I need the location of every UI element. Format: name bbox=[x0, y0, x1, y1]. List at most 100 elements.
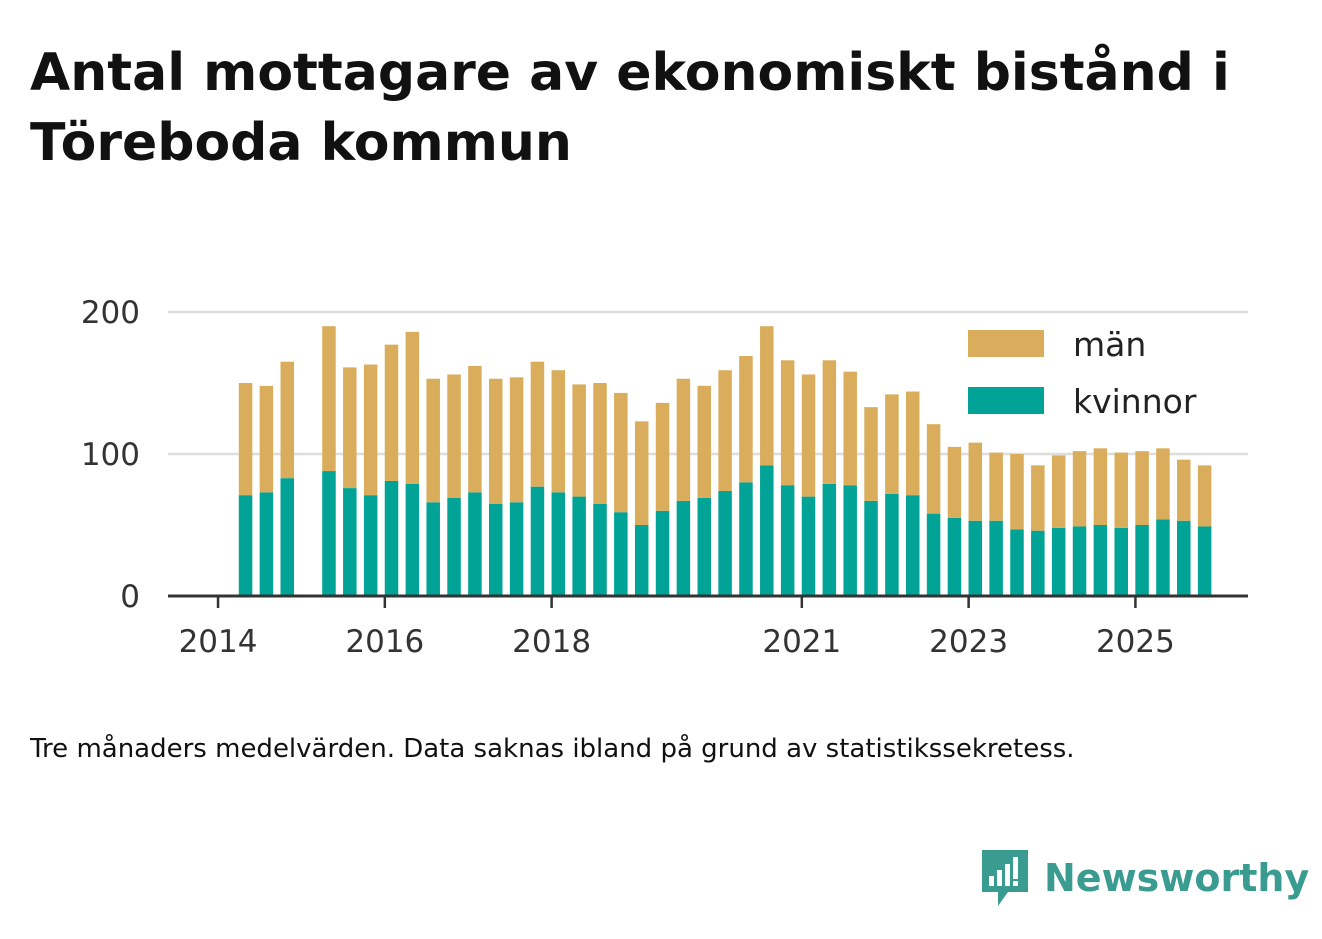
bar-kvinnor bbox=[405, 483, 420, 596]
bar-man bbox=[572, 384, 586, 497]
legend: män kvinnor bbox=[952, 316, 1220, 434]
bar-man bbox=[864, 407, 878, 501]
bar-man bbox=[968, 442, 983, 521]
legend-label: män bbox=[1073, 325, 1146, 364]
bar-kvinnor bbox=[343, 488, 357, 596]
bar-man bbox=[530, 361, 545, 487]
bar-man bbox=[322, 326, 336, 472]
bar-man bbox=[1031, 465, 1045, 531]
bar-kvinnor bbox=[1010, 529, 1024, 596]
bar-man bbox=[280, 361, 295, 479]
bar-kvinnor bbox=[1114, 527, 1128, 596]
bar-man bbox=[843, 371, 857, 486]
brand-name: Newsworthy bbox=[1044, 856, 1310, 900]
bar-kvinnor bbox=[1031, 530, 1045, 596]
bar-kvinnor bbox=[739, 482, 753, 596]
bar-man bbox=[1135, 451, 1149, 525]
x-tick-label: 2025 bbox=[1096, 624, 1175, 660]
footnote: Tre månaders medelvärden. Data saknas ib… bbox=[30, 734, 1075, 764]
bar-man bbox=[384, 344, 399, 481]
x-axis: 2014 2016 2018 2021 2023 2025 bbox=[168, 594, 1248, 660]
bar-man bbox=[593, 383, 607, 504]
newsworthy-logo-icon bbox=[982, 850, 1028, 906]
bar-kvinnor bbox=[760, 465, 774, 596]
bar-man bbox=[1010, 454, 1024, 530]
bar-kvinnor bbox=[530, 486, 545, 596]
bar-man bbox=[1114, 452, 1128, 528]
bar-kvinnor bbox=[718, 490, 732, 596]
bars bbox=[238, 326, 1212, 596]
bar-man bbox=[947, 446, 962, 518]
bar-man bbox=[447, 374, 461, 499]
x-tick-label: 2016 bbox=[345, 624, 424, 660]
bar-kvinnor bbox=[489, 503, 503, 596]
bar-kvinnor bbox=[905, 495, 920, 596]
bar-man bbox=[801, 374, 816, 497]
bar-man bbox=[697, 385, 711, 499]
bar-kvinnor bbox=[1051, 527, 1066, 596]
bar-man bbox=[655, 402, 670, 511]
bar-man bbox=[238, 383, 253, 496]
bar-man bbox=[343, 367, 357, 489]
bar-kvinnor bbox=[363, 495, 378, 596]
bar-kvinnor bbox=[1156, 519, 1170, 596]
bar-kvinnor bbox=[1135, 525, 1149, 596]
bar-man bbox=[905, 391, 920, 496]
bar-kvinnor bbox=[801, 496, 816, 596]
bar-man bbox=[634, 421, 649, 525]
chart-title: Antal mottagare av ekonomiskt bistånd i … bbox=[30, 43, 1230, 173]
bar-kvinnor bbox=[572, 496, 586, 596]
bar-kvinnor bbox=[634, 525, 649, 596]
bar-man bbox=[468, 365, 482, 493]
bar-man bbox=[885, 394, 899, 494]
bar-kvinnor bbox=[426, 502, 440, 596]
bar-kvinnor bbox=[384, 480, 399, 596]
x-tick-label: 2023 bbox=[929, 624, 1008, 660]
legend-swatch bbox=[968, 387, 1044, 414]
bar-kvinnor bbox=[280, 478, 295, 596]
bar-kvinnor bbox=[447, 498, 461, 596]
bar-man bbox=[989, 452, 1003, 521]
bar-man bbox=[489, 378, 503, 504]
y-tick-label: 100 bbox=[81, 437, 140, 473]
bar-kvinnor bbox=[655, 510, 670, 596]
y-axis: 0 100 200 bbox=[81, 295, 140, 615]
bar-man bbox=[1197, 465, 1212, 527]
bar-kvinnor bbox=[593, 503, 607, 596]
bar-kvinnor bbox=[259, 492, 274, 596]
bar-kvinnor bbox=[697, 498, 711, 596]
bar-man bbox=[614, 392, 628, 513]
bar-kvinnor bbox=[926, 513, 941, 596]
bar-kvinnor bbox=[322, 471, 336, 596]
bar-kvinnor bbox=[947, 517, 962, 596]
bar-man bbox=[509, 377, 524, 503]
brand-logo: Newsworthy bbox=[980, 848, 1309, 908]
bar-man bbox=[926, 424, 941, 514]
bar-kvinnor bbox=[780, 485, 795, 596]
bar-kvinnor bbox=[1072, 526, 1087, 596]
x-tick-label: 2014 bbox=[179, 624, 258, 660]
bar-kvinnor bbox=[864, 500, 878, 596]
bar-kvinnor bbox=[1177, 520, 1191, 596]
bar-man bbox=[1051, 455, 1066, 528]
bar-kvinnor bbox=[1197, 526, 1212, 596]
y-tick-label: 0 bbox=[120, 579, 140, 615]
bar-man bbox=[780, 360, 795, 486]
bar-kvinnor bbox=[238, 495, 253, 596]
bar-man bbox=[1093, 448, 1108, 525]
bar-man bbox=[676, 378, 691, 501]
y-tick-label: 200 bbox=[81, 295, 140, 331]
bar-kvinnor bbox=[968, 520, 983, 596]
bar-kvinnor bbox=[614, 512, 628, 596]
bar-man bbox=[760, 326, 774, 466]
bar-man bbox=[739, 356, 753, 483]
bar-kvinnor bbox=[509, 502, 524, 596]
bar-man bbox=[551, 370, 566, 493]
bar-kvinnor bbox=[843, 485, 857, 596]
bar-kvinnor bbox=[676, 500, 691, 596]
bar-kvinnor bbox=[551, 492, 566, 596]
bar-kvinnor bbox=[885, 493, 899, 596]
bar-man bbox=[405, 331, 420, 484]
bar-man bbox=[718, 370, 732, 491]
